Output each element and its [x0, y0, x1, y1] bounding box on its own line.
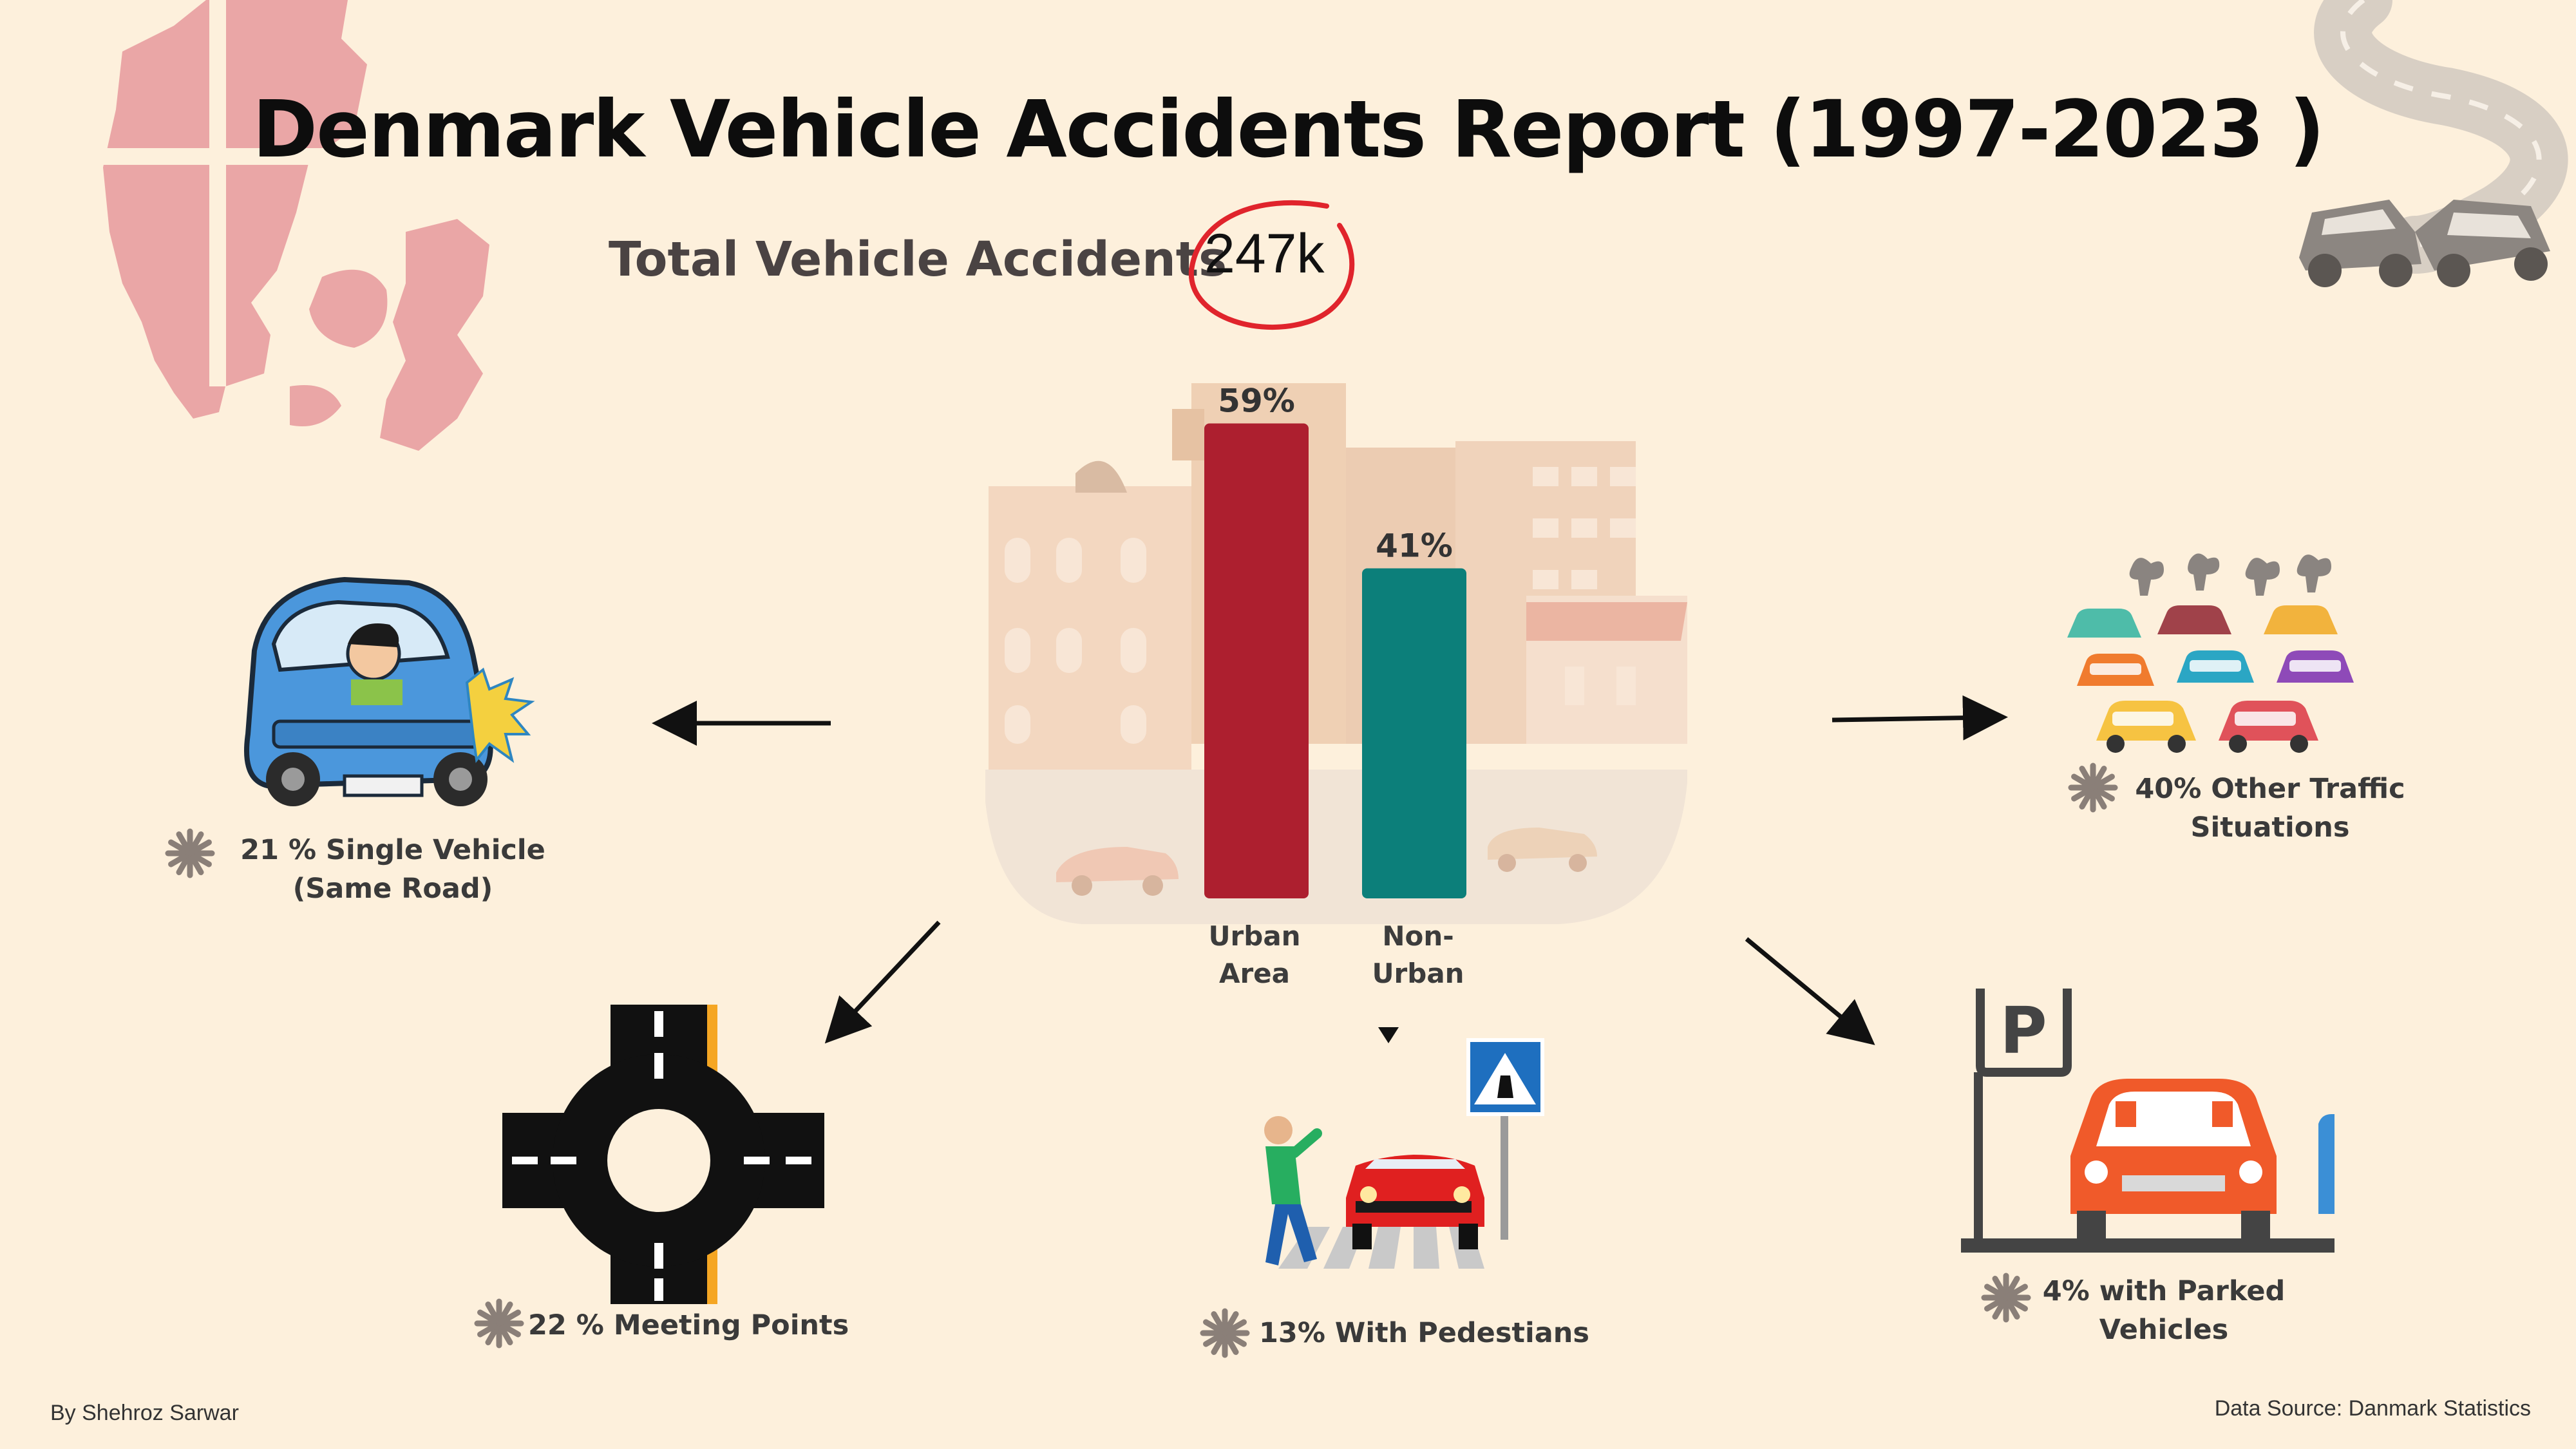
stat-other-traffic-line1: 40% Other Traffic [2135, 773, 2405, 805]
asterisk-icon [474, 1298, 524, 1349]
page-title: Denmark Vehicle Accidents Report (1997-2… [252, 84, 2325, 175]
bar-non-urban [1362, 568, 1466, 898]
crash-road-icon [2299, 0, 2568, 287]
asterisk-icon [165, 828, 215, 878]
stat-single-vehicle-line1: 21 % Single Vehicle [240, 834, 545, 866]
total-accidents-label: Total Vehicle Accidents [609, 232, 1227, 287]
stat-pedestrians: 13% With Pedestians [1259, 1317, 1589, 1349]
stat-parked-vehicles-line1: 4% with Parked [2042, 1275, 2286, 1307]
stat-single-vehicle-line2: (Same Road) [292, 873, 493, 905]
asterisk-icon [2068, 762, 2118, 813]
bar-value-label-urban: 59% [1218, 383, 1295, 420]
bar-chart: 59% 41% [1204, 383, 1466, 898]
stat-parked-vehicles-line2: Vehicles [2099, 1314, 2229, 1346]
arrow-meeting-points [824, 920, 941, 1044]
roundabout-icon [502, 1005, 824, 1304]
parking-letter: P [2000, 993, 2047, 1068]
category-label-urban-line2: Area [1218, 958, 1291, 989]
arrow-parked-vehicles [1745, 937, 1875, 1045]
category-label-non-urban-line2: Urban [1372, 958, 1464, 989]
traffic-jam-icon [2067, 553, 2354, 753]
data-source: Data Source: Danmark Statistics [2214, 1396, 2531, 1421]
arrow-pedestrians [1378, 1027, 1399, 1043]
author-credit: By Shehroz Sarwar [50, 1401, 239, 1425]
category-label-non-urban: Non- Urban [1354, 918, 1482, 992]
category-label-urban: Urban Area [1190, 918, 1319, 992]
denmark-map-icon [97, 0, 489, 451]
stat-single-vehicle: 21 % Single Vehicle (Same Road) [213, 831, 573, 908]
bar-value-label-non-urban: 41% [1376, 527, 1453, 565]
arrow-other-traffic [1832, 695, 2008, 741]
pedestrian-crossing-icon [1264, 1038, 1544, 1269]
highlight-circle-icon [1188, 200, 1355, 330]
stat-other-traffic-line2: Situations [2190, 811, 2350, 844]
asterisk-icon [1981, 1273, 2031, 1323]
category-label-non-urban-line1: Non- [1382, 920, 1454, 952]
stat-other-traffic: 40% Other Traffic Situations [2077, 770, 2463, 847]
parking-icon: P [1961, 989, 2334, 1253]
stat-meeting-points: 22 % Meeting Points [528, 1309, 849, 1341]
asterisk-icon [1200, 1308, 1250, 1358]
car-crash-icon [244, 576, 535, 806]
stat-parked-vehicles: 4% with Parked Vehicles [1971, 1272, 2357, 1349]
category-label-urban-line1: Urban [1208, 920, 1301, 952]
bar-urban [1204, 423, 1309, 898]
total-accidents-value: 247k [1204, 223, 1325, 285]
